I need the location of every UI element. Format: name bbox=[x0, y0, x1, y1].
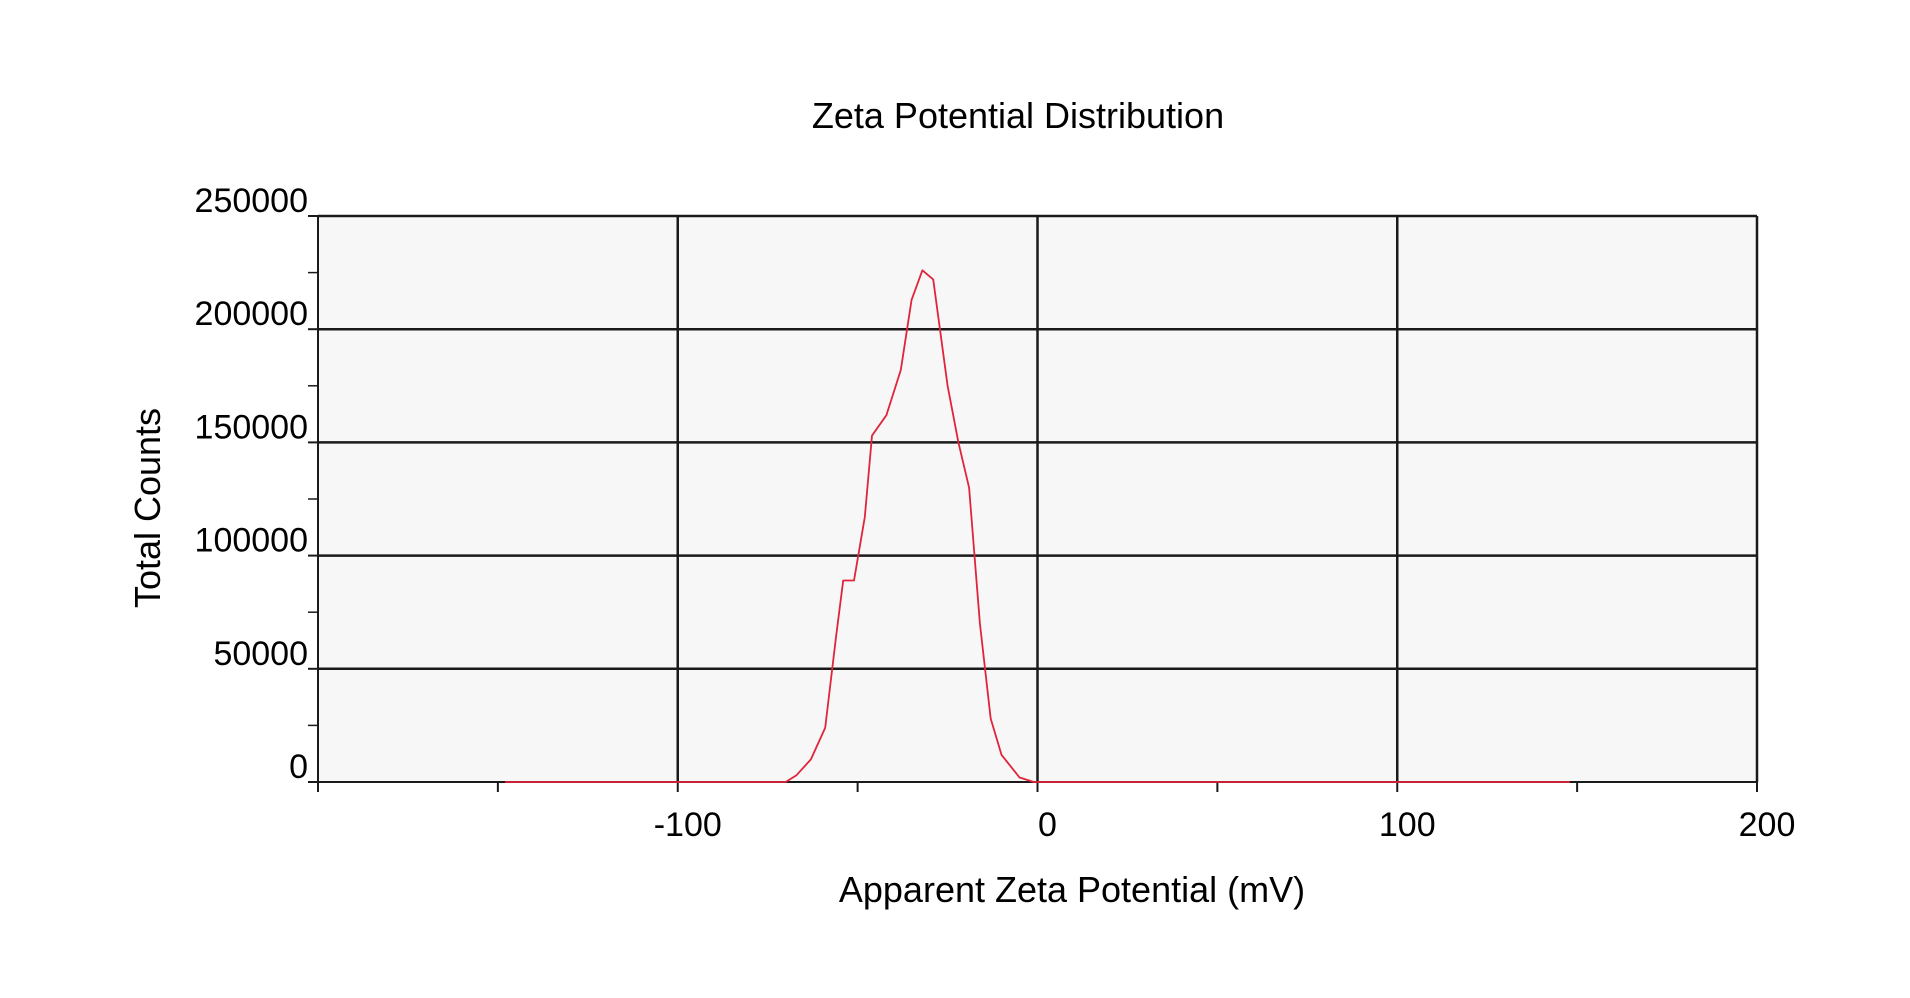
x-tick-label: 0 bbox=[1038, 806, 1057, 844]
y-tick-label: 150000 bbox=[195, 408, 308, 446]
x-tick-label: -100 bbox=[654, 806, 722, 844]
chart-title: Zeta Potential Distribution bbox=[812, 95, 1224, 136]
y-tick-label: 50000 bbox=[213, 635, 308, 673]
x-axis-label: Apparent Zeta Potential (mV) bbox=[839, 869, 1305, 910]
series-line bbox=[505, 269, 1570, 783]
plot-area: 0 50000 100000 150000 200000 250000 -100 0 100 20… bbox=[195, 182, 1796, 844]
y-tick-label: 100000 bbox=[195, 522, 308, 560]
x-tick-label: 200 bbox=[1739, 806, 1796, 844]
x-tick-label: 100 bbox=[1379, 806, 1436, 844]
y-tick-label: 200000 bbox=[195, 295, 308, 333]
y-axis-label: Total Counts bbox=[127, 408, 168, 608]
y-tick-label: 250000 bbox=[195, 182, 308, 220]
y-tick-label: 0 bbox=[289, 748, 308, 786]
